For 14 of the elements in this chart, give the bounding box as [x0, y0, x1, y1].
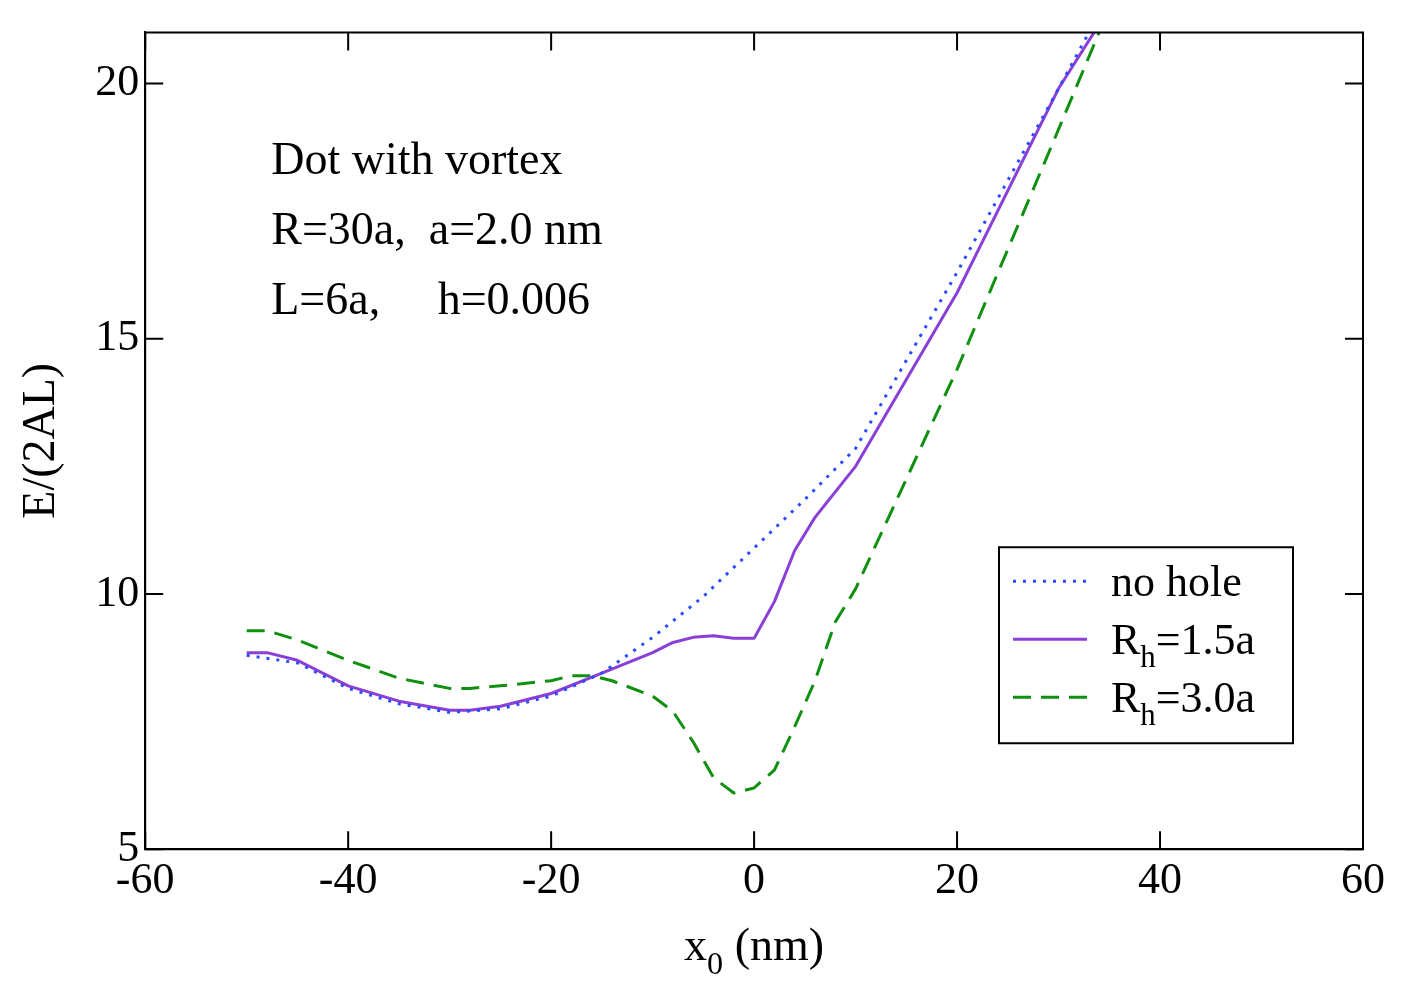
- y-tick-label: 15: [95, 311, 140, 361]
- y-tick-label: 10: [95, 566, 140, 616]
- annotation: Dot with vortex: [271, 133, 563, 185]
- y-axis-title: E/(2AL): [12, 362, 64, 519]
- x-tick-label: 20: [935, 854, 980, 904]
- y-tick-label: 20: [95, 56, 140, 106]
- x-tick-label: -20: [521, 854, 581, 904]
- x-tick-label: 0: [743, 854, 766, 904]
- x-tick-label: 40: [1138, 854, 1183, 904]
- x-tick-label: -40: [318, 854, 378, 904]
- annotation: R=30a, a=2.0 nm: [271, 203, 604, 255]
- annotation: L=6a, h=0.006: [271, 273, 591, 325]
- legend-label: no hole: [1111, 557, 1242, 607]
- x-tick-label: 60: [1341, 854, 1385, 904]
